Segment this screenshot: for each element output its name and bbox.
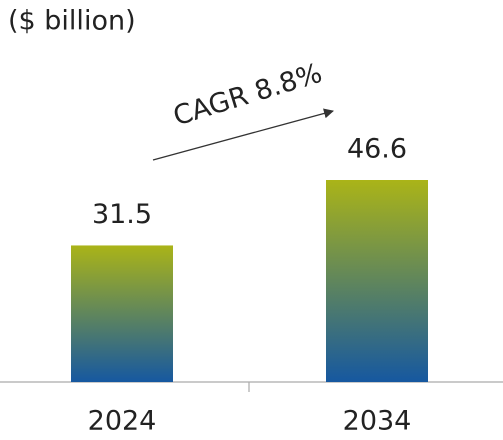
bar xyxy=(326,180,428,382)
value-label: 31.5 xyxy=(92,199,152,230)
value-label: 46.6 xyxy=(347,134,407,165)
unit-label: ($ billion) xyxy=(8,6,136,37)
annotation: CAGR 8.8% xyxy=(170,58,326,133)
x-tick-label: 2024 xyxy=(88,406,157,437)
x-tick-label: 2034 xyxy=(343,406,412,437)
bar xyxy=(71,245,173,382)
cagr-arrow xyxy=(152,108,334,161)
